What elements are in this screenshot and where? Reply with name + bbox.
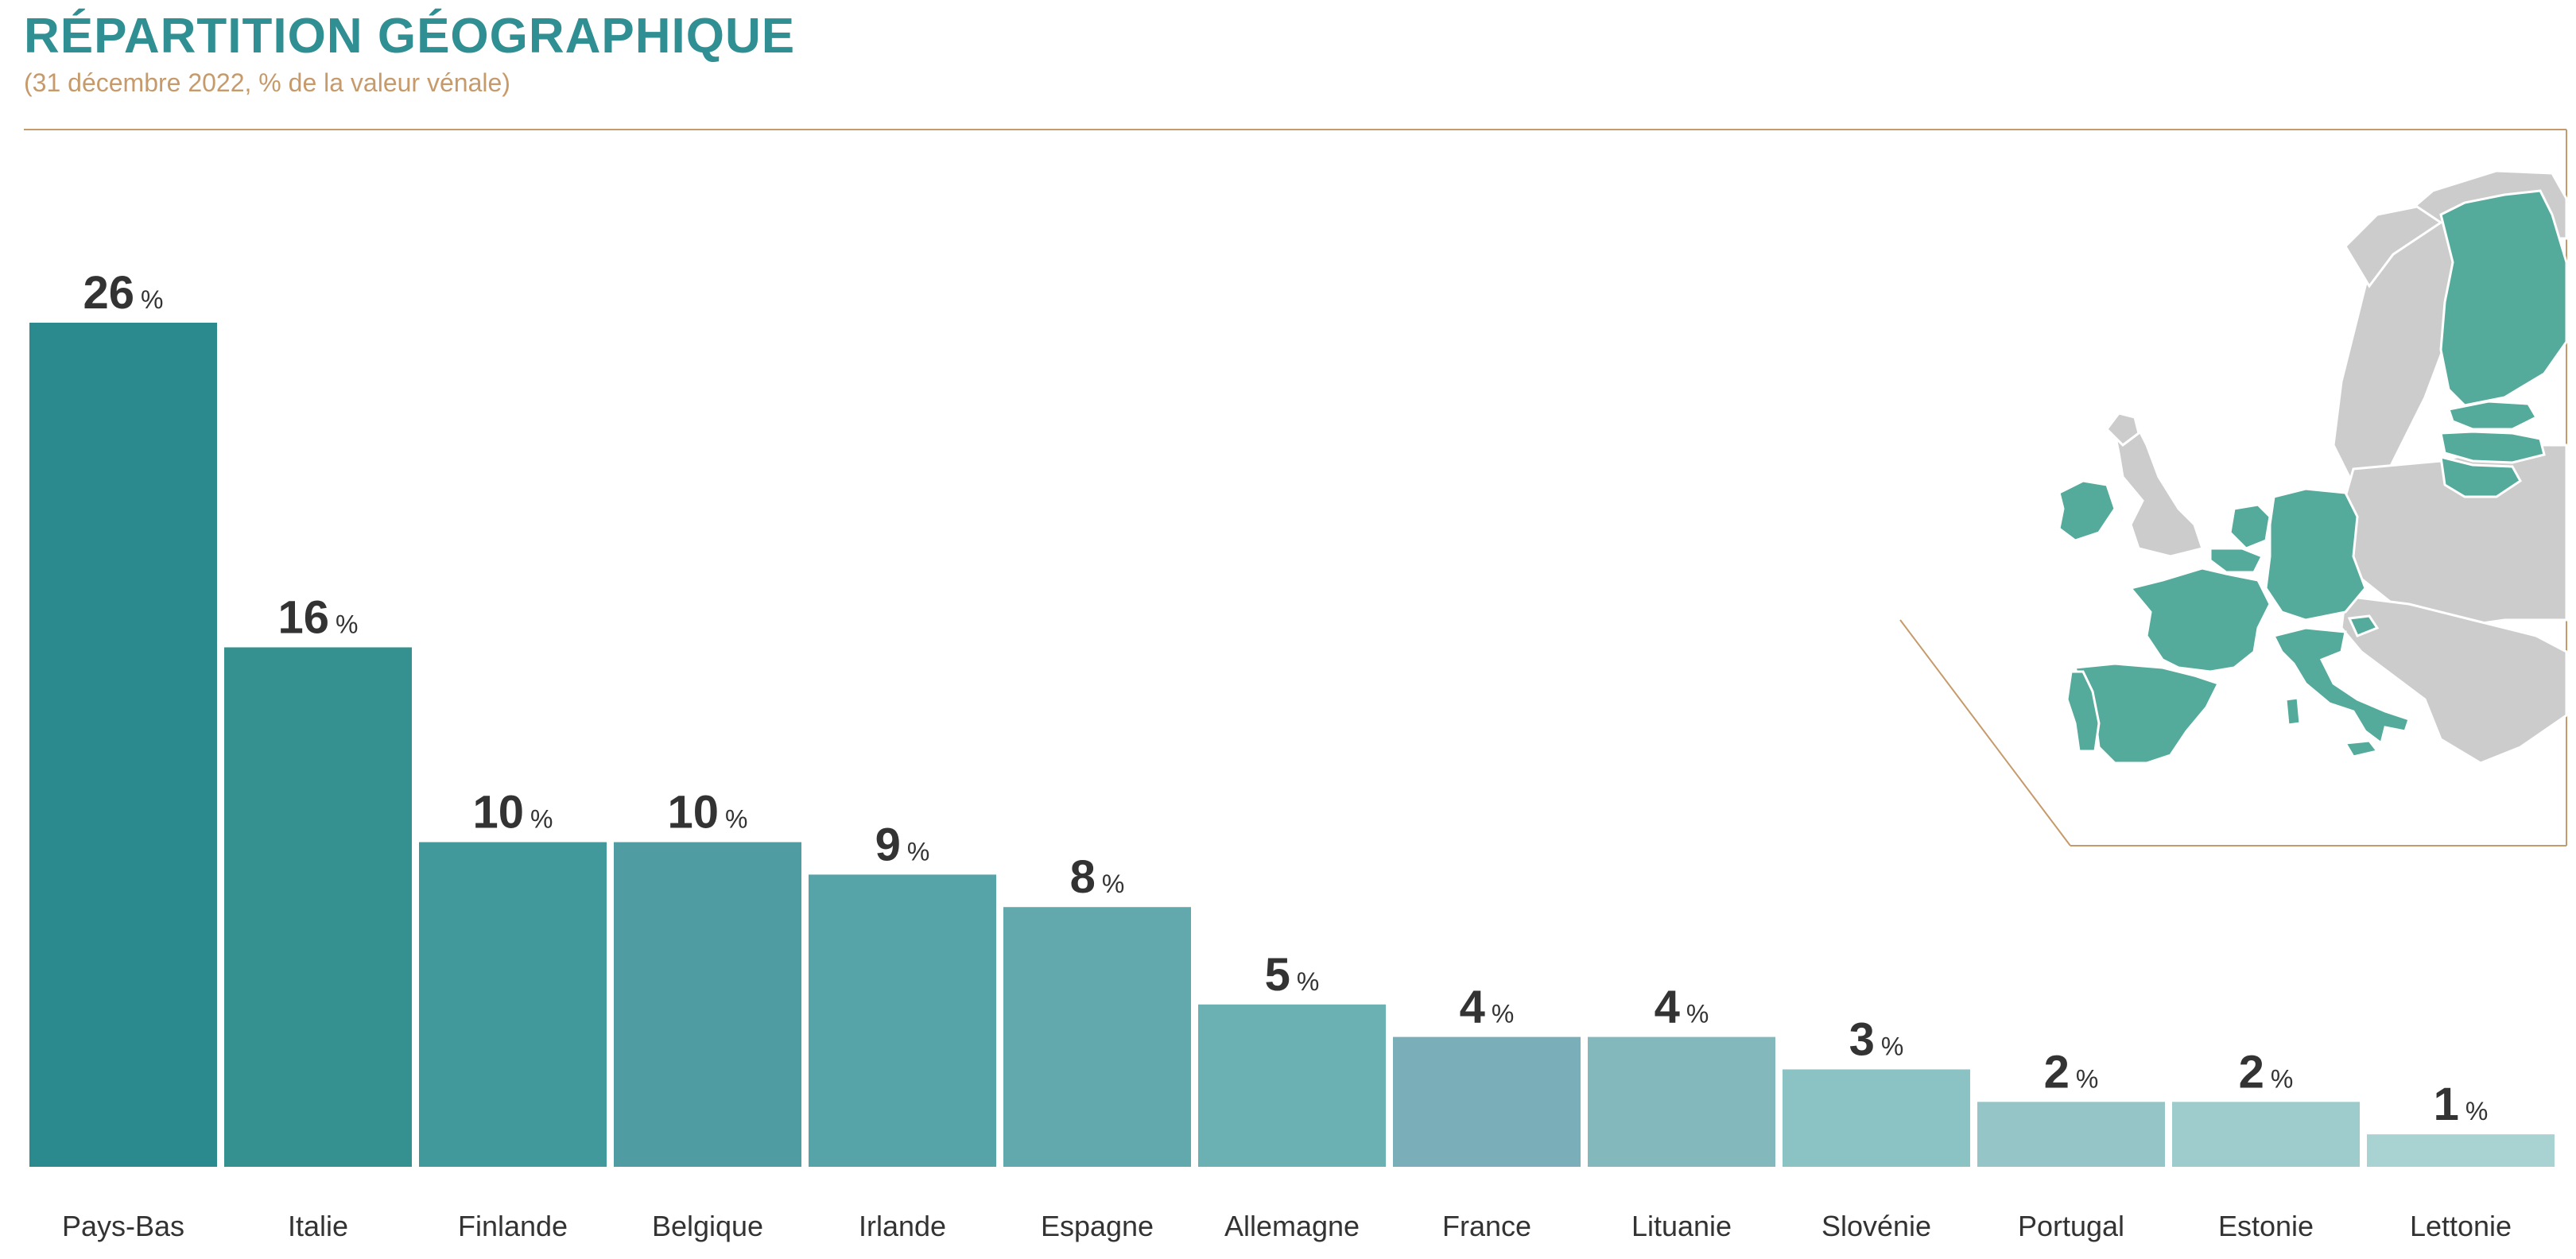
value-label: 2% [2239,1046,2294,1098]
map-ireland [2058,479,2116,542]
value-label: 4% [1655,982,1709,1033]
map-uk [2113,428,2204,558]
category-label: Lituanie [1631,1210,1732,1242]
chart-subtitle: (31 décembre 2022, % de la valeur vénale… [24,68,510,97]
category-label: Espagne [1041,1210,1154,1242]
value-label: 10% [668,787,748,839]
map-germany [2264,487,2367,622]
bar-lituanie [1588,1036,1775,1167]
map-lithuania [2439,455,2522,498]
map-estonia [2447,400,2539,431]
map-france [2128,567,2271,673]
value-label: 4% [1460,982,1515,1033]
bar-belgique [614,842,801,1167]
value-label: 8% [1070,851,1125,903]
bar-irlande [809,874,996,1167]
category-label: Portugal [2018,1210,2124,1242]
map-italy [2271,626,2411,746]
category-label: Slovénie [1821,1210,1931,1242]
category-label: Pays-Bas [62,1210,184,1242]
europe-map-icon [2058,169,2568,765]
value-label: 9% [875,819,930,870]
map-portugal [2066,670,2101,753]
chart-title: RÉPARTITION GÉOGRAPHIQUE [24,9,796,64]
bars-group: 26 % Pays-Bas 16 % Italie 10 % Finlande 10 % Belgiq… [29,267,2555,1242]
category-label: Lettonie [2410,1210,2512,1242]
map-balkans [2340,595,2568,765]
bar-italie [224,647,412,1167]
bar-slovénie [1783,1069,1970,1167]
value-label: 26% [83,267,164,319]
category-label: Finlande [458,1210,568,1242]
category-label: Irlande [859,1210,946,1242]
frame-diagonal-line [1899,619,2071,846]
value-label: 2% [2044,1046,2099,1098]
map-scotland [2105,412,2140,447]
map-sardinia [2284,696,2302,726]
bar-espagne [1003,907,1191,1167]
map-north-cap [2344,205,2443,289]
value-label: 10% [473,787,553,839]
category-label: Allemagne [1224,1210,1360,1242]
bar-portugal [1977,1102,2165,1167]
category-label: Belgique [652,1210,763,1242]
map-belgium [2209,547,2264,574]
bar-pays-bas [29,323,217,1167]
value-label: 16% [278,591,359,643]
bar-allemagne [1198,1004,1386,1167]
bar-lettonie [2367,1134,2555,1167]
bar-france [1393,1036,1581,1167]
category-label: France [1442,1210,1531,1242]
map-sicily [2343,739,2380,758]
bar-finlande [419,842,607,1167]
value-label: 5% [1265,949,1320,1001]
value-label: 1% [2434,1079,2489,1130]
bar-estonie [2172,1102,2360,1167]
value-label: 3% [1849,1013,1904,1065]
map-latvia [2439,430,2546,464]
map-slovenia [2347,614,2380,637]
map-netherlands [2229,503,2271,550]
category-label: Italie [288,1210,348,1242]
map-finland [2439,189,2568,407]
category-label: Estonie [2218,1210,2314,1242]
